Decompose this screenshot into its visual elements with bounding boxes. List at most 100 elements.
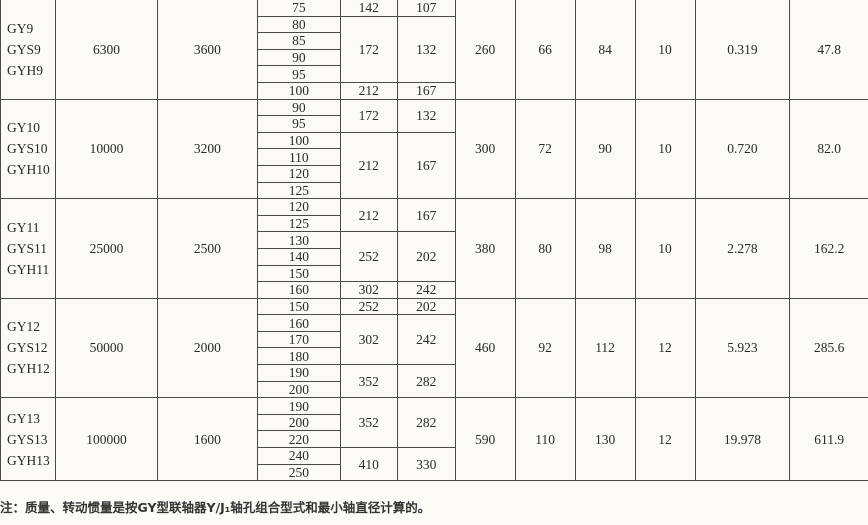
bore-diameter: 250 [256,463,341,482]
bore-diameter: 150 [256,297,341,316]
length-y: 172 [339,98,398,133]
bore-diameter: 90 [256,98,341,117]
table-row: GY13 GYS13 GYH13 100000 1600 190 352 282 590 110 1… [0,397,868,482]
model-name: GYS13 [7,431,48,447]
bore-diameter: 190 [256,397,341,415]
length-y: 172 [339,15,398,83]
bore-diameter: 240 [256,447,341,465]
model-cell: GY13 GYS13 GYH13 [0,397,56,482]
bore-diameter: 200 [256,413,341,432]
length-j: 167 [396,81,456,100]
table-row: 160 302 242 [1,281,868,299]
length-y: 410 [339,447,398,482]
bore-diameter: 160 [256,314,341,332]
outer-diameter: 300 [454,98,516,200]
length-j: 167 [396,198,456,233]
bore-diameter: 95 [256,115,341,133]
bore-diameter: 100 [256,81,341,100]
coupling-spec-table: GY9 GYS9 GYH9 6300 3600 75 142 107 260 66 84 10 0.31… [0,0,868,482]
max-speed: 3200 [156,98,258,200]
inertia: 0.319 [694,0,791,100]
bore-diameter: 110 [256,148,341,166]
model-name: GYH11 [7,261,50,277]
table-row: 90 [1,48,868,67]
outer-diameter: 460 [454,297,516,399]
length-j: 132 [396,15,456,83]
bore-diameter: 85 [256,32,341,50]
length-j: 167 [396,131,456,200]
model-name: GYS10 [7,141,48,157]
length-y: 212 [339,131,398,200]
length-y: 302 [339,314,398,366]
table-row: GY12 GYS12 GYH12 50000 2000 150 252 202 460 92 112… [0,297,868,399]
length-y: 212 [339,198,398,233]
outer-diameter: 380 [454,198,516,299]
hub-diameter: 66 [514,0,576,100]
model-cell: GY11 GYS11 GYH11 [0,198,56,299]
footnote: 注：质量、转动惯量是按GY型联轴器Y/J₁轴孔组合型式和最小轴直径计算的。 [0,500,431,515]
length-j: 242 [396,281,456,299]
model-name: GY12 [7,319,40,335]
bore-diameter: 125 [256,214,341,233]
bore-diameter: 170 [256,330,341,349]
bore-diameter: 120 [256,198,341,216]
table-row: GY9 GYS9 GYH9 6300 3600 75 142 107 260 66 84 10 0.31… [0,0,868,100]
table-row: 130 252 202 [1,231,868,283]
inertia: 2.278 [694,198,791,299]
bore-diameter: 125 [256,181,341,200]
table-row: 80 172 132 [1,15,868,83]
gap-s: 10 [634,0,696,100]
model-name: GYS11 [7,240,48,256]
length-y: 142 [339,0,398,17]
mass: 162.2 [789,198,868,299]
gap-s: 12 [634,297,696,399]
max-speed: 2000 [156,297,258,399]
width-b: 130 [574,397,636,482]
bore-diameter: 180 [256,347,341,366]
bore-diameter: 80 [256,15,341,34]
bore-diameter: 90 [256,48,341,67]
hub-diameter: 110 [514,397,576,482]
length-y: 252 [339,231,398,283]
bore-diameter: 150 [256,264,341,283]
rated-torque: 10000 [54,98,158,200]
model-name: GYH10 [7,162,50,178]
bore-diameter: 190 [256,364,341,382]
model-cell: GY9 GYS9 GYH9 [0,0,56,100]
table-row: GY10 GYS10 GYH10 10000 3200 90 172 132 300 72 90 10… [0,98,868,200]
model-name: GYH9 [7,62,43,78]
bore-diameter: 200 [256,380,341,399]
bore-diameter: 140 [256,247,341,266]
length-j: 202 [396,231,456,283]
gap-s: 10 [634,198,696,299]
length-y: 302 [339,281,398,299]
table-row: 100 212 167 [1,131,868,200]
max-speed: 1600 [156,397,258,482]
length-j: 107 [396,0,456,17]
mass: 285.6 [789,297,868,399]
length-j: 132 [396,98,456,133]
model-name: GYS12 [7,340,48,356]
table-row: 125 [1,181,868,200]
length-y: 352 [339,397,398,449]
length-j: 242 [396,314,456,366]
gap-s: 12 [634,397,696,482]
hub-diameter: 92 [514,297,576,399]
gap-s: 10 [634,98,696,200]
mass: 82.0 [789,98,868,200]
bore-diameter: 160 [256,281,341,299]
hub-diameter: 72 [514,98,576,200]
model-name: GYH13 [7,452,50,468]
bore-diameter: 95 [256,65,341,83]
length-j: 202 [396,297,456,316]
bore-diameter: 75 [256,0,341,17]
rated-torque: 50000 [54,297,158,399]
rated-torque: 6300 [54,0,158,100]
bore-diameter: 120 [256,164,341,183]
length-y: 212 [339,81,398,100]
length-y: 352 [339,364,398,399]
max-speed: 2500 [156,198,258,299]
table-row: 250 [1,463,868,482]
mass: 47.8 [789,0,868,100]
table-row: GY11 GYS11 GYH11 25000 2500 120 212 167 380 80 98 1… [0,198,868,299]
